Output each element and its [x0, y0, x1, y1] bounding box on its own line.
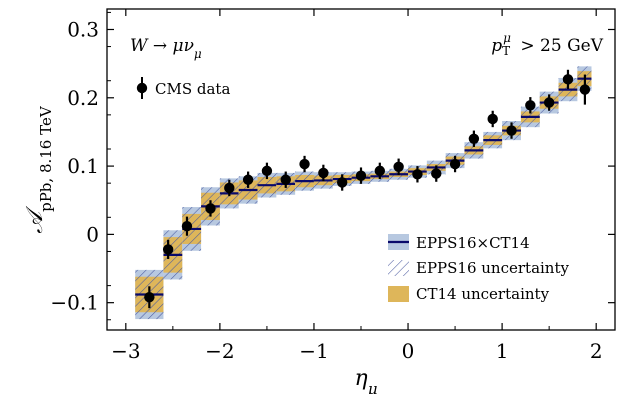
data-points — [144, 69, 591, 309]
data-point-10 — [336, 177, 348, 188]
legend-data: CMS data — [136, 77, 230, 99]
x-axis: −3 −2 −1 0 1 2 — [111, 9, 603, 363]
data-point-12 — [374, 165, 386, 177]
legend-data-label: CMS data — [155, 80, 230, 98]
data-point-19 — [506, 125, 517, 136]
legend-epps-swatch — [388, 260, 409, 276]
x-axis-label: ημ — [355, 366, 378, 394]
y-tick-label: −0.1 — [50, 291, 99, 315]
data-point-2 — [181, 220, 193, 232]
legend-data-marker — [136, 82, 148, 94]
data-point-3 — [205, 203, 216, 214]
x-tick-label: 1 — [496, 339, 509, 363]
svg-text:𝒜pPb, 8.16 TeV: 𝒜pPb, 8.16 TeV — [22, 105, 55, 233]
x-tick-label: 2 — [590, 339, 603, 363]
y-axis-label: 𝒜pPb, 8.16 TeV — [22, 105, 55, 233]
data-point-13 — [393, 161, 404, 172]
x-tick-label: 0 — [402, 339, 415, 363]
data-point-18 — [487, 113, 498, 125]
y-tick-label: 0.2 — [67, 86, 99, 110]
y-tick-label: 0.3 — [67, 17, 99, 41]
data-point-22 — [562, 74, 574, 85]
data-point-6 — [261, 165, 273, 177]
y-axis: −0.1 0 0.1 0.2 0.3 — [50, 11, 615, 321]
theory-bands — [135, 66, 592, 320]
data-point-14 — [412, 169, 423, 180]
data-point-16 — [449, 158, 461, 170]
data-point-15 — [431, 168, 442, 179]
legend-ct14-swatch — [388, 286, 409, 302]
y-tick-label: 0 — [86, 222, 99, 246]
data-point-17 — [468, 133, 480, 144]
data-point-20 — [525, 100, 536, 111]
data-point-0 — [144, 292, 155, 303]
legend-ct14-label: CT14 uncertainty — [416, 285, 550, 303]
data-point-9 — [318, 167, 329, 179]
process-annotation: W → μνμ — [130, 36, 202, 61]
data-point-8 — [299, 158, 310, 170]
y-tick-label: 0.1 — [67, 154, 99, 178]
data-point-4 — [224, 182, 235, 194]
data-point-7 — [280, 174, 291, 185]
legend-theory: EPPS16×CT14 EPPS16 uncertainty CT14 unce… — [388, 234, 569, 303]
legend-epps-label: EPPS16 uncertainty — [416, 259, 569, 277]
x-tick-label: −2 — [205, 339, 234, 363]
x-tick-label: −3 — [111, 339, 140, 363]
legend-central-label: EPPS16×CT14 — [416, 234, 530, 252]
x-tick-label: −1 — [299, 339, 328, 363]
data-point-21 — [543, 97, 555, 108]
data-point-1 — [162, 244, 174, 255]
cut-annotation: pTμ > 25 GeV — [491, 31, 603, 58]
data-point-11 — [355, 170, 367, 181]
data-point-5 — [242, 174, 254, 185]
data-point-23 — [579, 84, 591, 95]
